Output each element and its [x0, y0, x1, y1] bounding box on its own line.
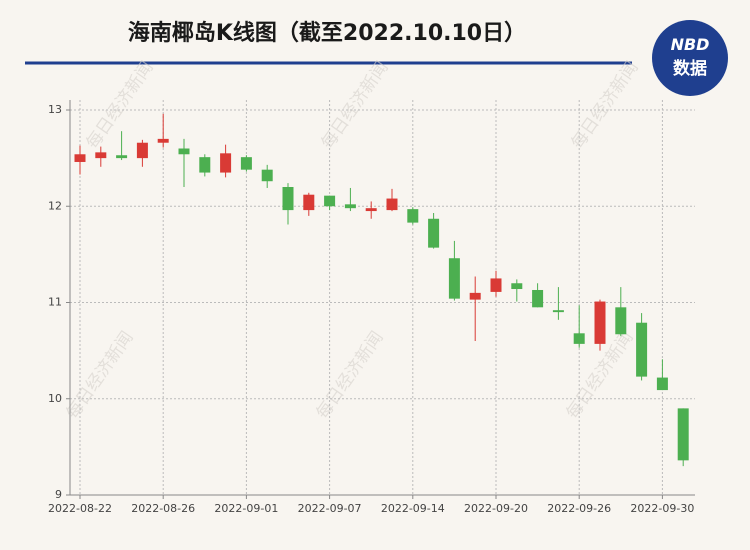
logo	[652, 20, 728, 96]
candle-body	[532, 289, 544, 308]
candle-body	[136, 142, 148, 159]
candle-body	[469, 292, 481, 300]
candle-body	[511, 283, 523, 290]
candle-body	[303, 194, 315, 211]
candle-body	[95, 152, 107, 159]
x-tick-label: 2022-09-01	[214, 502, 278, 515]
candle-body	[677, 408, 689, 461]
candle-body	[615, 307, 627, 335]
x-tick-label: 2022-09-20	[464, 502, 528, 515]
candle-body	[573, 333, 585, 344]
candle-body	[240, 157, 252, 170]
candle-body	[656, 377, 668, 391]
candle-body	[636, 322, 648, 377]
x-tick-label: 2022-09-30	[630, 502, 694, 515]
logo-top: NBD	[671, 35, 710, 54]
candle-body	[552, 310, 564, 313]
candle-body	[157, 138, 169, 143]
candle-body	[386, 198, 398, 211]
candle-body	[261, 169, 273, 182]
candle-body	[178, 148, 190, 155]
candle-body	[116, 155, 128, 159]
candle-body	[344, 204, 356, 209]
candle-body	[324, 195, 336, 207]
candle-body	[282, 187, 294, 211]
chart-title: 海南椰岛K线图（截至2022.10.10日）	[128, 20, 526, 46]
y-tick-label: 12	[48, 199, 62, 212]
logo-bottom: 数据	[673, 58, 707, 79]
candle-body	[74, 154, 86, 162]
x-tick-label: 2022-09-26	[547, 502, 611, 515]
candle-body	[448, 258, 460, 299]
x-tick-label: 2022-08-26	[131, 502, 195, 515]
candle-body	[594, 301, 606, 344]
x-tick-label: 2022-08-22	[48, 502, 112, 515]
x-tick-label: 2022-09-14	[381, 502, 445, 515]
y-tick-label: 11	[48, 296, 62, 309]
candle-body	[199, 157, 211, 173]
y-tick-label: 9	[55, 488, 62, 501]
candle-body	[428, 218, 440, 248]
x-tick-label: 2022-09-07	[298, 502, 362, 515]
candle-body	[365, 208, 377, 212]
y-tick-label: 13	[48, 103, 62, 116]
candle-body	[407, 209, 419, 223]
y-tick-label: 10	[48, 392, 62, 405]
candle-body	[490, 278, 502, 292]
candle-body	[220, 153, 232, 173]
